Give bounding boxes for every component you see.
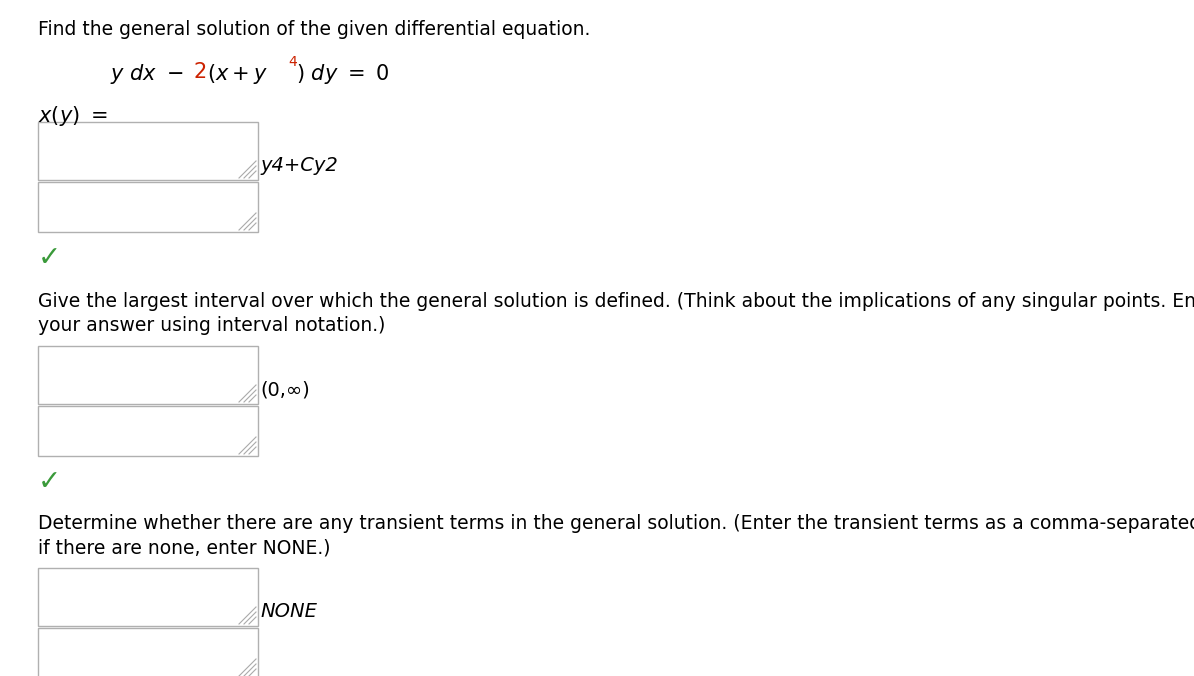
FancyBboxPatch shape <box>38 182 258 232</box>
Text: ✓: ✓ <box>38 468 61 496</box>
FancyBboxPatch shape <box>38 122 258 180</box>
Text: $)\ dy\ =\ 0$: $)\ dy\ =\ 0$ <box>296 62 389 86</box>
Text: $(x + y$: $(x + y$ <box>207 62 267 86</box>
Text: $x(y)\ =$: $x(y)\ =$ <box>38 104 107 128</box>
Text: y4+Cy2: y4+Cy2 <box>260 156 338 175</box>
Text: NONE: NONE <box>260 602 316 621</box>
FancyBboxPatch shape <box>38 628 258 676</box>
Text: $4$: $4$ <box>288 55 298 69</box>
Text: Find the general solution of the given differential equation.: Find the general solution of the given d… <box>38 20 590 39</box>
Text: your answer using interval notation.): your answer using interval notation.) <box>38 316 386 335</box>
FancyBboxPatch shape <box>38 346 258 404</box>
Text: (0,∞): (0,∞) <box>260 380 309 399</box>
Text: $2$: $2$ <box>193 62 207 82</box>
Text: if there are none, enter NONE.): if there are none, enter NONE.) <box>38 538 331 557</box>
FancyBboxPatch shape <box>38 568 258 626</box>
Text: Determine whether there are any transient terms in the general solution. (Enter : Determine whether there are any transien… <box>38 514 1194 533</box>
Text: ✓: ✓ <box>38 244 61 272</box>
Text: $y\ dx\ -\ $: $y\ dx\ -\ $ <box>110 62 184 86</box>
Text: Give the largest interval over which the general solution is defined. (Think abo: Give the largest interval over which the… <box>38 292 1194 311</box>
FancyBboxPatch shape <box>38 406 258 456</box>
